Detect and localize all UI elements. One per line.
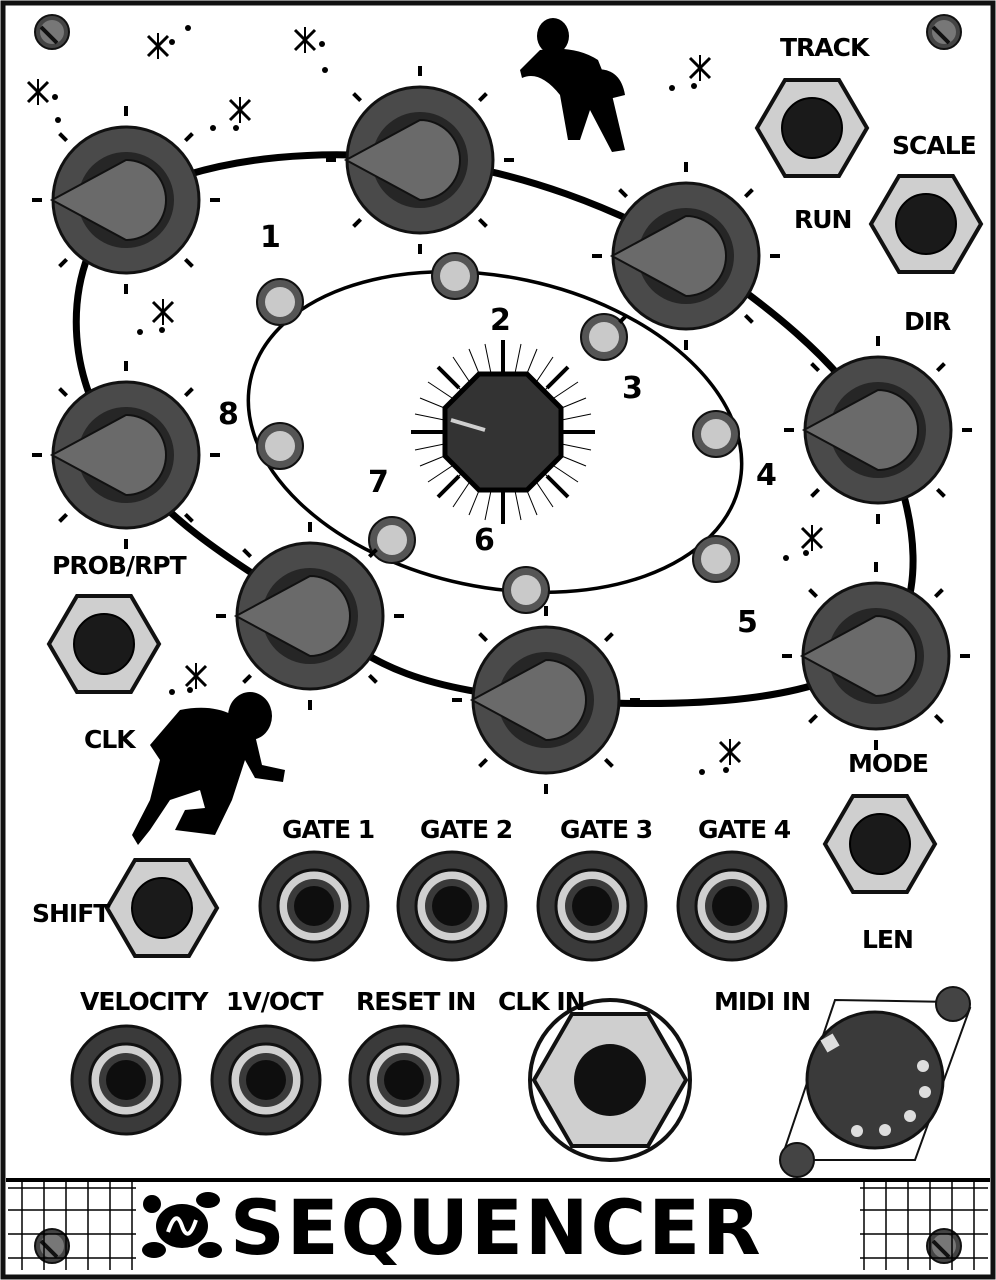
step-led-2 <box>431 252 479 300</box>
velocity-jack[interactable] <box>70 1024 182 1136</box>
gate-3-jack[interactable] <box>536 850 648 962</box>
turtle-logo-icon <box>142 1192 222 1258</box>
astronaut-icon <box>520 18 625 152</box>
step-number-1: 1 <box>260 220 281 255</box>
clk-label: CLK <box>84 725 137 754</box>
step-led-5 <box>692 535 740 583</box>
step-number-8: 8 <box>218 397 239 432</box>
step-led-7 <box>368 516 416 564</box>
step-knob-6[interactable] <box>450 604 642 796</box>
clk-in-jack[interactable] <box>528 998 692 1162</box>
step-number-5: 5 <box>737 605 758 640</box>
step-led-1 <box>256 278 304 326</box>
clk-in-label: CLK IN <box>498 987 585 1016</box>
step-number-7: 7 <box>368 465 389 500</box>
step-knob-5[interactable] <box>780 560 972 752</box>
step-number-6: 6 <box>474 523 495 558</box>
gate-3-label: GATE 3 <box>560 815 652 844</box>
step-knob-8[interactable] <box>30 359 222 551</box>
step-knob-1[interactable] <box>30 104 222 296</box>
screw-icon <box>33 13 71 51</box>
scale-label: SCALE <box>892 131 976 160</box>
gate-2-jack[interactable] <box>396 850 508 962</box>
velocity-label: VELOCITY <box>80 987 209 1016</box>
step-led-6 <box>502 566 550 614</box>
astronaut-icon <box>132 692 285 845</box>
v-oct-label: 1V/OCT <box>226 987 323 1016</box>
title-strip <box>6 1178 990 1270</box>
step-number-2: 2 <box>490 303 511 338</box>
step-knob-2[interactable] <box>324 64 516 256</box>
step-knob-4[interactable] <box>782 334 974 526</box>
mode-label: MODE <box>848 749 928 778</box>
step-knob-7[interactable] <box>214 520 406 712</box>
reset-in-label: RESET IN <box>356 987 475 1016</box>
midi-in-label: MIDI IN <box>714 987 810 1016</box>
step-knob-3[interactable] <box>590 160 782 352</box>
step-number-4: 4 <box>756 458 777 493</box>
v-oct-jack[interactable] <box>210 1024 322 1136</box>
gate-4-label: GATE 4 <box>698 815 791 844</box>
len-label: LEN <box>862 925 913 954</box>
gate-1-jack[interactable] <box>258 850 370 962</box>
midi-in-jack[interactable] <box>779 986 972 1178</box>
step-number-3: 3 <box>622 371 643 406</box>
gate-4-jack[interactable] <box>676 850 788 962</box>
step-led-4 <box>692 410 740 458</box>
gate-1-label: GATE 1 <box>282 815 374 844</box>
screw-icon <box>925 13 963 51</box>
star-icon <box>26 25 824 775</box>
module-title: SEQUENCER <box>230 1183 763 1272</box>
reset-in-jack[interactable] <box>348 1024 460 1136</box>
shift-label: SHIFT <box>32 899 110 928</box>
run-label: RUN <box>794 205 851 234</box>
gate-2-label: GATE 2 <box>420 815 512 844</box>
main-encoder-knob[interactable] <box>411 340 595 524</box>
prob-rpt-label: PROB/RPT <box>52 551 187 580</box>
track-label: TRACK <box>780 33 871 62</box>
dir-label: DIR <box>904 307 951 336</box>
step-led-8 <box>256 422 304 470</box>
